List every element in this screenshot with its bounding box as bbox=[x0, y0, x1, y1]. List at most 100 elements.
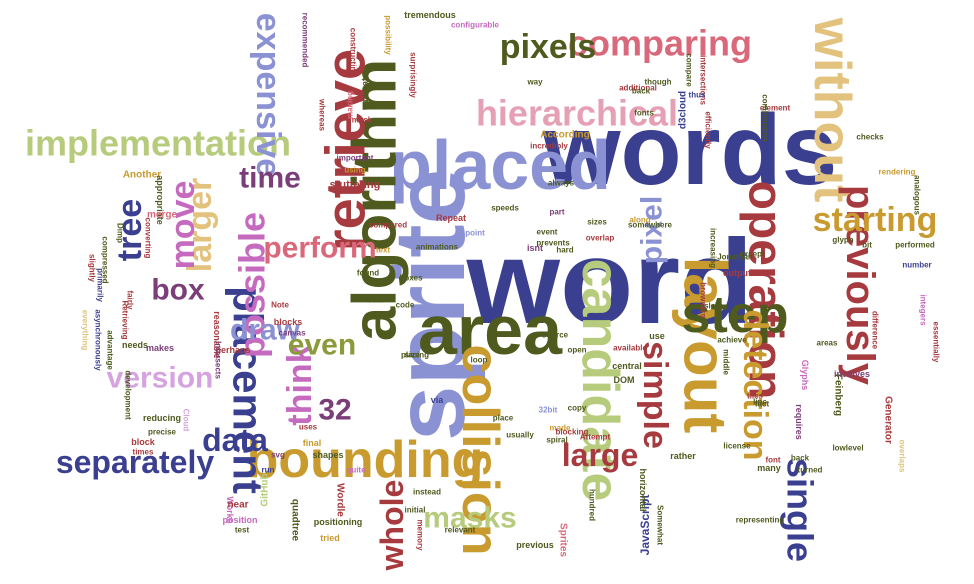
cloud-word-collision: collision bbox=[451, 345, 509, 556]
cloud-word-whole: whole bbox=[374, 480, 410, 572]
cloud-word-development: development bbox=[124, 370, 133, 420]
cloud-word-memory: memory bbox=[416, 519, 425, 551]
cloud-word-essentially: essentially bbox=[932, 322, 941, 363]
cloud-word-important: important bbox=[337, 154, 374, 163]
cloud-word-initial: initial bbox=[405, 506, 426, 515]
cloud-word-expensive: expensive bbox=[249, 13, 287, 177]
cloud-word-retrieving: Retrieving bbox=[121, 300, 130, 339]
cloud-word-rather: rather bbox=[670, 451, 696, 461]
cloud-word-loop: loop bbox=[471, 356, 488, 365]
cloud-word-combination: combination bbox=[761, 94, 770, 142]
cloud-word-hard: hard bbox=[556, 246, 573, 255]
cloud-word-central: central bbox=[612, 361, 642, 371]
cloud-word-size: size bbox=[404, 351, 420, 360]
cloud-word-analogous: analogous bbox=[913, 175, 922, 216]
cloud-word-wordle: Wordle bbox=[335, 483, 346, 517]
cloud-word-requires: requires bbox=[794, 404, 804, 440]
cloud-word-attempt: Attempt bbox=[580, 433, 611, 442]
cloud-word-converting: converting bbox=[144, 218, 153, 259]
cloud-word-sprites: Sprites bbox=[558, 523, 569, 557]
cloud-word-version: version bbox=[107, 362, 214, 395]
cloud-word-placing: placing bbox=[401, 351, 429, 360]
cloud-word-surprisingly: surprisingly bbox=[409, 52, 418, 98]
cloud-word-reasonable: reasonable bbox=[212, 311, 222, 359]
cloud-word-tried: tried bbox=[320, 533, 340, 543]
cloud-word-performed: performed bbox=[895, 241, 935, 250]
cloud-word-beat: beat bbox=[367, 296, 384, 305]
cloud-word-words: words bbox=[542, 94, 837, 206]
cloud-word-recommended: recommended bbox=[301, 13, 310, 68]
cloud-word-fact: fact bbox=[755, 400, 770, 409]
cloud-word-draw: draw bbox=[230, 314, 301, 347]
cloud-word-compressed: compressed bbox=[101, 236, 110, 283]
cloud-word-makes: makes bbox=[146, 343, 174, 353]
cloud-word-open: open bbox=[567, 346, 586, 355]
cloud-word-comparing: comparing bbox=[568, 23, 752, 64]
cloud-word-perform: perform bbox=[263, 232, 376, 265]
cloud-word-possible: possible bbox=[232, 212, 273, 358]
cloud-word-speeds: speeds bbox=[491, 204, 519, 213]
cloud-word-made: made bbox=[550, 424, 571, 433]
cloud-word-larger: larger bbox=[181, 178, 219, 273]
cloud-word-intersects: Intersects bbox=[214, 341, 223, 379]
cloud-word-slow: slow bbox=[704, 302, 723, 311]
cloud-word-instead: instead bbox=[413, 488, 441, 497]
cloud-word-number: number bbox=[902, 261, 931, 270]
cloud-word-difference: difference bbox=[871, 311, 880, 350]
cloud-word-test: test bbox=[235, 526, 250, 535]
cloud-word-checks: checks bbox=[856, 133, 884, 142]
cloud-word-fairly: fairly bbox=[126, 290, 135, 310]
cloud-word-back: back bbox=[791, 454, 810, 463]
cloud-word-via: via bbox=[431, 395, 445, 405]
cloud-word-point: point bbox=[465, 229, 485, 238]
cloud-word-previous: previous bbox=[516, 540, 554, 550]
cloud-word-candidate: candidate bbox=[571, 259, 629, 502]
cloud-word-area: area bbox=[418, 291, 563, 369]
cloud-word-dom: DOM bbox=[614, 375, 635, 385]
cloud-word-middle: middle bbox=[722, 349, 731, 375]
cloud-word-compared: compared bbox=[369, 221, 407, 230]
cloud-word-perhaps: perhaps bbox=[215, 345, 250, 355]
cloud-word-quadtree: quadtree bbox=[290, 499, 301, 542]
cloud-word-configurable: configurable bbox=[451, 21, 500, 30]
cloud-word-tremendous: tremendous bbox=[404, 10, 456, 20]
cloud-word-prevents: prevents bbox=[536, 239, 570, 248]
cloud-word-bit: bit bbox=[862, 241, 872, 250]
cloud-word-event: event bbox=[537, 228, 558, 237]
cloud-word-quite: quite bbox=[346, 466, 366, 475]
cloud-word-starting: starting bbox=[813, 201, 938, 239]
cloud-word-line: line bbox=[753, 398, 767, 407]
cloud-word-part: part bbox=[549, 208, 564, 217]
cloud-word-always: always bbox=[548, 179, 575, 188]
cloud-word-overlap: overlap bbox=[586, 234, 615, 243]
cloud-word-except: except bbox=[739, 250, 765, 259]
cloud-word-layout: layout bbox=[672, 257, 739, 434]
cloud-word-integers: integers bbox=[919, 294, 928, 326]
cloud-word-code: code bbox=[396, 301, 415, 310]
cloud-word-positioning: positioning bbox=[314, 517, 363, 527]
cloud-word-time: time bbox=[239, 162, 301, 195]
cloud-word-placed: placed bbox=[389, 126, 611, 204]
cloud-word-usually: usually bbox=[506, 431, 534, 440]
cloud-word-single: single bbox=[780, 458, 821, 562]
cloud-word-tree: tree bbox=[111, 199, 149, 261]
cloud-word-d3cloud: d3cloud bbox=[678, 91, 689, 129]
cloud-word-run: run bbox=[262, 466, 275, 475]
cloud-word-turned: turned bbox=[798, 466, 823, 475]
cloud-word-masks: masks bbox=[423, 502, 516, 535]
cloud-word-though: though bbox=[644, 78, 671, 87]
cloud-word-data: data bbox=[202, 422, 268, 458]
cloud-word-primarily: primarily bbox=[96, 268, 105, 302]
cloud-word-available: available bbox=[613, 344, 647, 353]
cloud-word-found: found bbox=[357, 269, 379, 278]
cloud-word-previously: previously bbox=[838, 185, 882, 386]
cloud-word-step: step bbox=[682, 286, 789, 344]
cloud-word-relevant: relevant bbox=[445, 526, 476, 535]
cloud-word-thus: thus bbox=[689, 91, 706, 100]
cloud-word-generator: Generator bbox=[883, 396, 894, 444]
cloud-word-word: word bbox=[466, 215, 754, 349]
cloud-word-efficiently: efficiently bbox=[704, 111, 713, 149]
cloud-word-lowlevel: lowlevel bbox=[832, 444, 863, 453]
cloud-word-javascript: JavaScript bbox=[638, 495, 652, 556]
